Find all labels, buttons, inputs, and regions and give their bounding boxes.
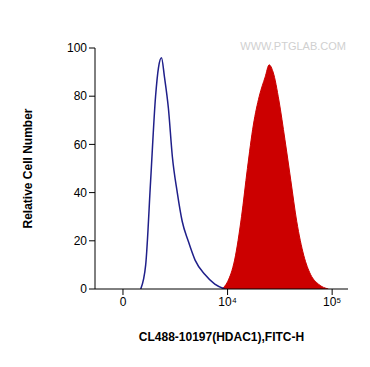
svg-text:Relative Cell Number: Relative Cell Number (21, 108, 35, 228)
html-text:WWW.PTGLAB.COM: WWW.PTGLAB.COM (240, 40, 346, 52)
svg-text:40: 40 (74, 186, 88, 200)
svg-text:20: 20 (74, 234, 88, 248)
svg-text:0: 0 (120, 295, 127, 309)
svg-text:0: 0 (80, 282, 87, 296)
svg-text:CL488-10197(HDAC1),FITC-H: CL488-10197(HDAC1),FITC-H (139, 330, 304, 344)
svg-text:60: 60 (74, 138, 88, 152)
svg-text:80: 80 (74, 89, 88, 103)
svg-text:10⁴: 10⁴ (218, 295, 237, 309)
svg-text:100: 100 (67, 41, 87, 55)
svg-text:10⁵: 10⁵ (323, 295, 341, 309)
